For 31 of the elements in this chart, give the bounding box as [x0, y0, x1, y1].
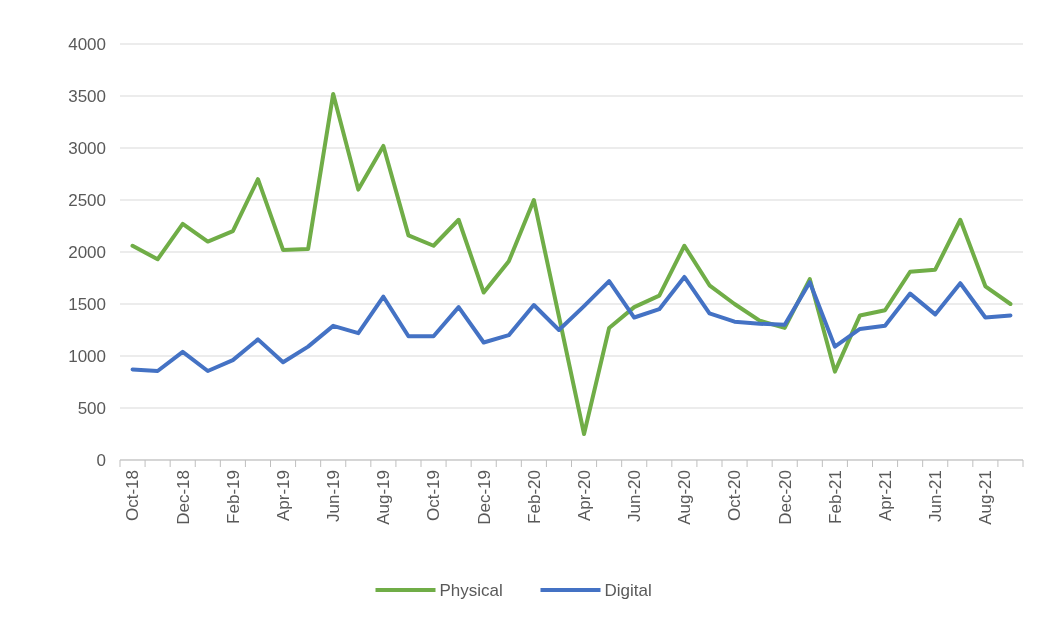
x-tick-label: Oct-19 — [424, 470, 444, 522]
line-series — [130, 91, 1013, 436]
y-tick-label: 1000 — [68, 346, 106, 366]
x-tick-label: Oct-18 — [123, 470, 143, 522]
y-tick-label: 2500 — [68, 190, 106, 210]
x-tick-label: Oct-20 — [725, 470, 745, 522]
x-tick-label: Jun-20 — [625, 470, 645, 522]
x-tick-label: Dec-19 — [474, 470, 494, 525]
x-tick-label: Feb-21 — [825, 470, 845, 524]
x-tick-label: Feb-19 — [223, 470, 243, 524]
y-tick-label: 1500 — [68, 294, 106, 314]
x-tick-label: Aug-20 — [675, 470, 695, 525]
y-tick-label: 3000 — [68, 138, 106, 158]
x-tick-label: Apr-19 — [273, 470, 293, 522]
legend-label: Digital — [604, 580, 652, 600]
legend-label: Physical — [439, 580, 503, 600]
x-tick-label: Apr-21 — [875, 470, 895, 522]
line-series — [130, 274, 1013, 373]
x-tick-label: Dec-20 — [775, 470, 795, 525]
y-tick-label: 2000 — [68, 242, 106, 262]
x-tick-label: Apr-20 — [574, 470, 594, 522]
x-tick-label: Jun-19 — [324, 470, 344, 522]
y-tick-label: 500 — [77, 398, 106, 418]
x-tick-label: Dec-18 — [173, 470, 193, 525]
x-tick-label: Aug-19 — [374, 470, 394, 525]
x-tick-label: Feb-20 — [524, 470, 544, 524]
y-tick-label: 4000 — [68, 34, 106, 54]
x-tick-label: Aug-21 — [976, 470, 996, 525]
y-tick-label: 3500 — [68, 86, 106, 106]
y-tick-label: 0 — [96, 450, 106, 470]
x-tick-label: Jun-21 — [926, 470, 946, 522]
